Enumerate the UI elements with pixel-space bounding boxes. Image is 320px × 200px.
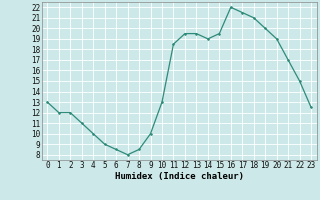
X-axis label: Humidex (Indice chaleur): Humidex (Indice chaleur) [115, 172, 244, 181]
